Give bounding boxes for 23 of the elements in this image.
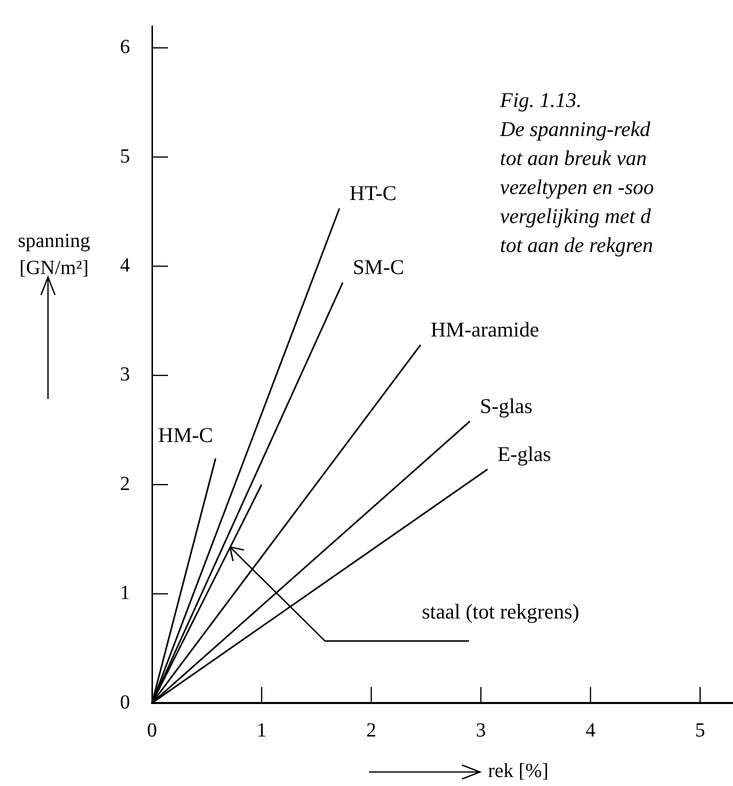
y-tick-label: 3 [120,364,130,386]
x-tick-label: 1 [256,719,267,742]
text: Fig. 1.13. [500,87,583,114]
y-tick-label: 4 [120,254,130,276]
x-tick-label: 5 [695,719,706,742]
series-label: S-glas [480,394,532,418]
text: De spanning-rekd tot aan breuk van vezeltypen en -soo vergelijking met d tot aan de rekgren [500,116,654,259]
x-tick-label: 2 [366,719,376,742]
y-tick-label: 5 [120,145,130,168]
y-tick-label: 2 [120,472,130,495]
y-tick-label: 6 [120,36,130,58]
x-tick-label: 0 [147,719,157,742]
y-tick-label: 1 [120,582,130,604]
y-axis-title: spanning [GN/m²] [16,229,92,281]
series-label: HT-C [349,180,397,205]
x-tick-label: 4 [585,719,596,742]
series-label: E-glas [497,442,552,466]
series-label: HM-C [158,422,214,447]
x-tick-label: 3 [476,719,486,742]
series-label: SM-C [352,255,404,280]
y-tick-label: 0 [120,691,130,714]
series-label: HM-aramide [430,317,540,342]
x-axis-title: rek [%] [488,760,549,783]
